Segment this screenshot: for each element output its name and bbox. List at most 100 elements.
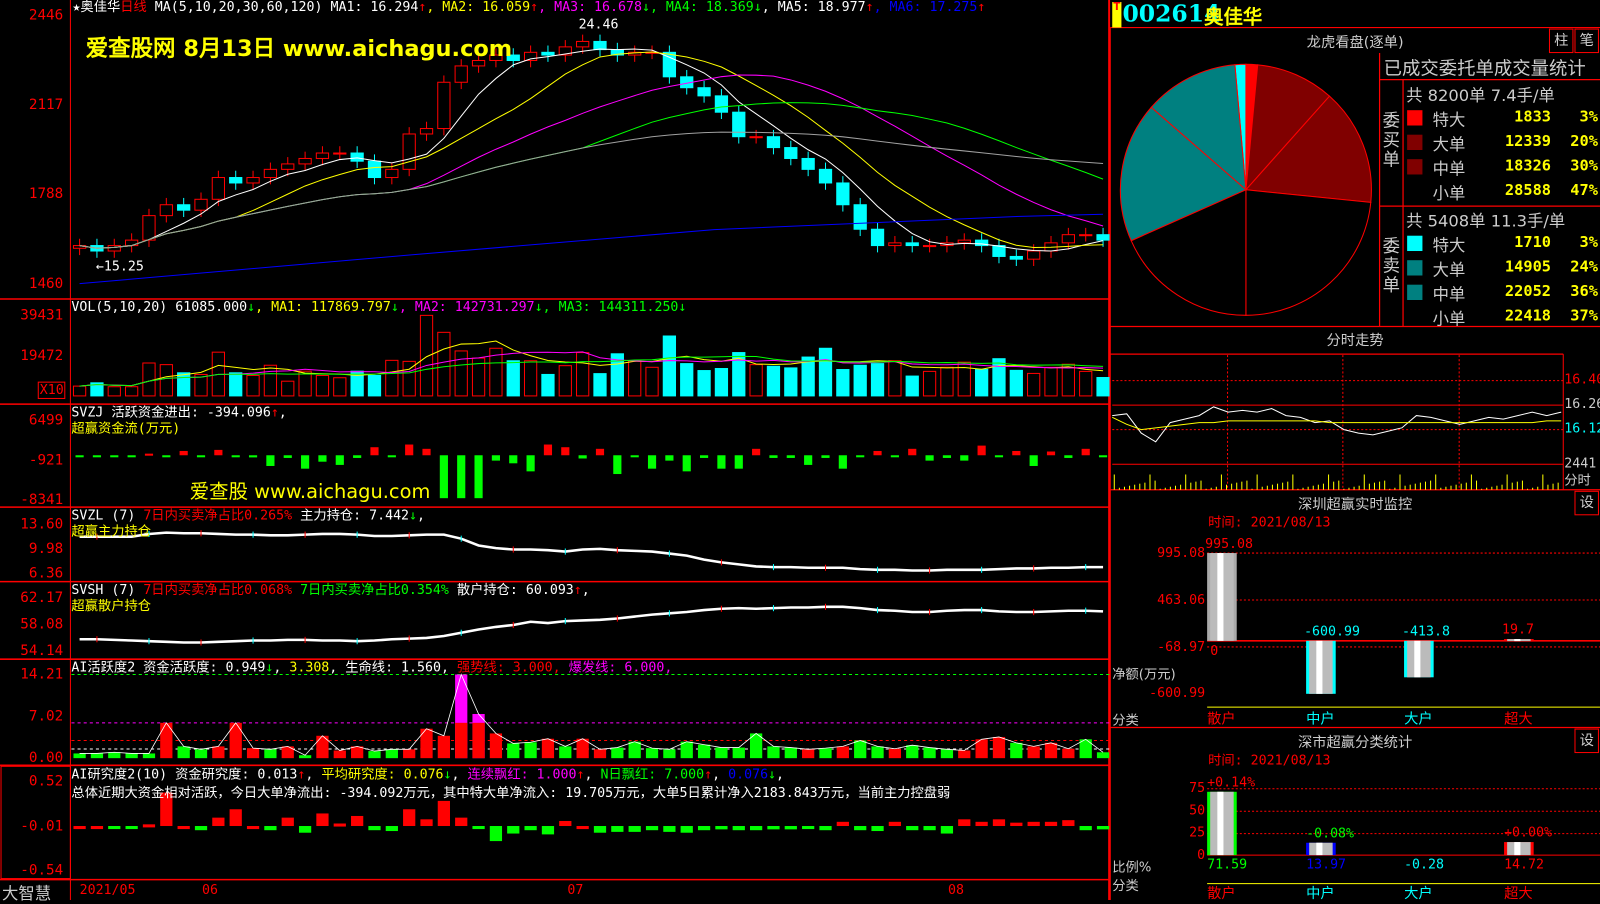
candle-up: [1061, 234, 1075, 244]
title-segment: 奥佳华: [80, 0, 121, 16]
research-bar: [524, 826, 537, 831]
title-segment: , MA4: 18.369: [649, 0, 754, 16]
research-bar: [663, 826, 676, 832]
activity-bar: [836, 746, 849, 759]
research-bar: [142, 824, 156, 828]
classify-category: 中户: [1306, 885, 1335, 903]
technical-chart-area[interactable]: [0, 0, 1111, 900]
buy-summary: 共 8200单 7.4手/单: [1406, 85, 1555, 106]
candle-up: [1079, 234, 1093, 237]
activity-bar: [906, 745, 919, 759]
research-bar: [455, 817, 468, 827]
color-swatch: [1407, 110, 1423, 126]
svzj-bar: [665, 455, 674, 461]
volume-bar: [922, 370, 937, 397]
intraday-average-line: [1112, 416, 1562, 431]
title-segment: ,: [776, 767, 785, 783]
intraday-price-line: [1112, 406, 1562, 443]
pie-slice: [1119, 106, 1247, 242]
svsh-subtitle: 超赢散户持仓: [71, 598, 152, 615]
title-segment: ★: [72, 0, 81, 16]
volume-bar: [870, 363, 885, 397]
title-segment: SVZJ 活跃资金进出: -394.096: [71, 405, 271, 421]
classify-bar: [1504, 842, 1534, 856]
title-segment: ↓: [247, 299, 256, 316]
brand-label: 大智慧: [2, 883, 52, 904]
research-bar: [1062, 820, 1075, 827]
monitor-y-tick: -68.97: [1157, 639, 1206, 656]
row-label: 小单: [1432, 309, 1466, 329]
svzj-bar: [717, 455, 726, 469]
classify-settings-button[interactable]: 设: [1574, 728, 1599, 754]
classify-y-tick: 25: [1189, 825, 1206, 841]
activity-bar: [298, 755, 312, 759]
bar-view-button[interactable]: 柱: [1548, 28, 1574, 54]
svzj-bar: [474, 455, 483, 499]
activity-bar: [784, 747, 797, 759]
activity-bar: [767, 746, 780, 759]
y-tick: 62.17: [20, 589, 64, 607]
volume-bar: [662, 335, 677, 397]
monitor-bar: [1207, 553, 1237, 641]
activity-bar: [819, 748, 832, 759]
volume-bar: [333, 377, 347, 397]
svzj-bar: [1012, 450, 1021, 456]
order-table-title: 已成交委托单成交量统计: [1383, 58, 1586, 80]
volume-bar: [836, 369, 850, 397]
classify-y-tick: 0: [1197, 847, 1206, 864]
volume-bar: [489, 347, 503, 397]
row-value: 22052: [1504, 281, 1552, 300]
svzj-bar: [439, 455, 448, 499]
research-bar: [767, 826, 780, 830]
activity-bar: [246, 748, 260, 759]
volume-bar: [1079, 370, 1093, 397]
y-tick: 1788: [28, 185, 64, 203]
volume-bar: [697, 370, 711, 397]
pen-view-button[interactable]: 笔: [1574, 28, 1599, 54]
y-tick: 39431: [20, 307, 64, 324]
volume-bar: [177, 372, 191, 397]
monitor-bar-shade: [1309, 640, 1333, 694]
research-bar: [333, 823, 346, 827]
activity-bar: [524, 742, 537, 759]
research-bar: [541, 826, 555, 835]
activity-bar: [160, 722, 173, 759]
svzj-bar: [856, 455, 865, 458]
volume-unit-box[interactable]: X10: [37, 381, 66, 399]
research-bar: [385, 826, 398, 832]
monitor-settings-button[interactable]: 设: [1574, 490, 1599, 516]
activity-bar: [507, 743, 520, 759]
title-segment: 0.076: [728, 767, 769, 783]
svzj-watermark: 爱查股 www.aichagu.com: [189, 480, 431, 504]
svzj-bar: [1046, 451, 1056, 456]
research-bar: [73, 826, 86, 830]
svzj-bar: [752, 448, 761, 456]
candle-up: [281, 163, 295, 170]
activity-bar: [871, 746, 884, 759]
y-tick: 2117: [28, 96, 64, 114]
candle-up: [749, 136, 763, 139]
activity-bar: [645, 748, 659, 759]
title-segment: ↑: [865, 0, 874, 16]
volume-bar: [419, 314, 434, 397]
activity-bar: [108, 752, 121, 759]
classify-value-label: -0.28: [1404, 857, 1445, 873]
svzj-subtitle: 超赢资金流(万元): [71, 421, 181, 437]
ma120-line: [79, 213, 1104, 285]
research-bar: [680, 826, 693, 833]
row-label: 小单: [1432, 183, 1466, 204]
research-bar: [836, 821, 849, 827]
row-label: 特大: [1432, 235, 1466, 256]
activity-bar: [593, 749, 607, 759]
volume-bar: [680, 363, 694, 397]
activity-bar: [1027, 746, 1040, 759]
activity-bar: [90, 753, 104, 759]
activity-bar: [125, 753, 138, 759]
volume-bar: [454, 350, 468, 397]
monitor-y-tick: -600.99: [1149, 685, 1206, 702]
candle-up: [471, 59, 486, 67]
title-segment: 3.308: [289, 660, 330, 676]
research-bar: [316, 813, 329, 827]
candle-up: [211, 177, 225, 200]
row-label: 中单: [1432, 159, 1466, 179]
